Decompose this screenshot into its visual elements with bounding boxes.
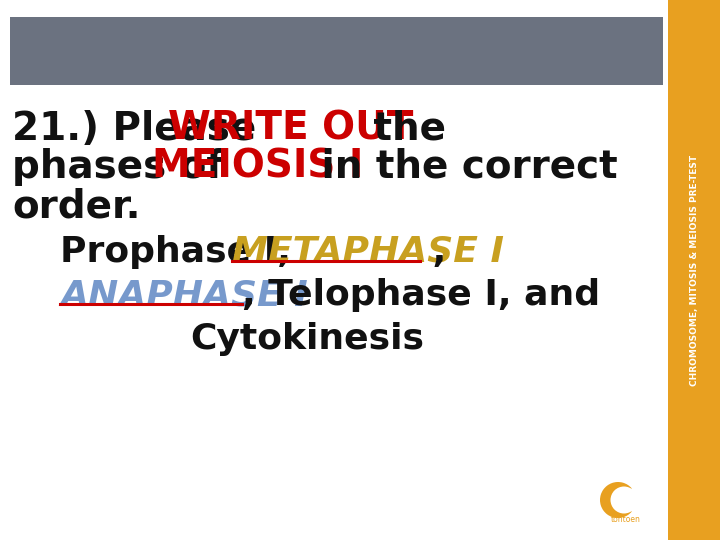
Text: MEIOSIS I: MEIOSIS I [152,148,364,186]
Text: WRITE OUT: WRITE OUT [168,110,413,148]
Text: in the correct: in the correct [308,148,618,186]
Text: 21.) Please: 21.) Please [12,110,270,148]
Text: ,: , [420,235,446,269]
Text: METAPHASE I: METAPHASE I [232,235,504,269]
Text: Cytokinesis: Cytokinesis [190,322,424,356]
Text: phases of: phases of [12,148,237,186]
Text: , Telophase I, and: , Telophase I, and [242,278,600,312]
Text: order.: order. [12,188,140,226]
FancyBboxPatch shape [668,0,720,540]
Wedge shape [600,482,631,518]
Text: ANAPHASE I: ANAPHASE I [60,278,307,312]
FancyBboxPatch shape [10,17,663,85]
Text: tontoen: tontoen [611,516,641,524]
Text: the: the [360,110,446,148]
Text: Prophase I,: Prophase I, [60,235,304,269]
Text: CHROMOSOME, MITOSIS & MEIOSIS PRE-TEST: CHROMOSOME, MITOSIS & MEIOSIS PRE-TEST [690,154,698,386]
Circle shape [611,487,637,514]
